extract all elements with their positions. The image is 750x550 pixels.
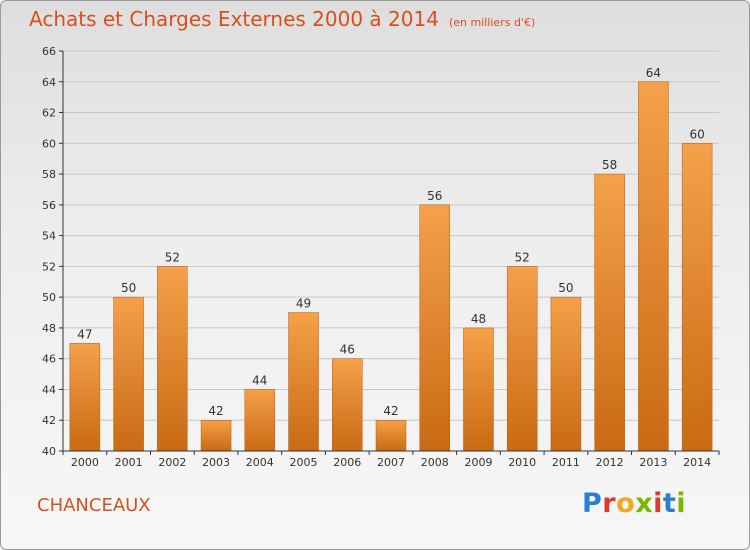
logo-letter: o — [616, 488, 636, 519]
x-tick-label: 2013 — [639, 456, 667, 469]
bar-value-label: 50 — [121, 281, 136, 295]
y-tick-label: 60 — [42, 137, 56, 150]
x-tick-label: 2005 — [290, 456, 318, 469]
bar — [157, 266, 188, 452]
y-tick-label: 44 — [42, 383, 56, 396]
bar-value-label: 49 — [296, 297, 311, 311]
place-name: CHANCEAUX — [37, 495, 151, 516]
x-tick-label: 2003 — [202, 456, 230, 469]
x-tick-label: 2002 — [158, 456, 186, 469]
bar-value-label: 60 — [689, 127, 704, 141]
y-tick-label: 48 — [42, 322, 56, 335]
chart-title-text: Achats et Charges Externes 2000 à 2014 — [29, 7, 439, 31]
bar-value-label: 48 — [471, 312, 486, 326]
x-tick-label: 2008 — [421, 456, 449, 469]
bar — [463, 327, 494, 452]
chart-subtitle: (en milliers d'€) — [448, 16, 536, 29]
bar — [375, 419, 407, 452]
x-tick-label: 2010 — [508, 456, 536, 469]
y-tick-label: 54 — [42, 230, 56, 243]
bar — [681, 143, 713, 452]
bar — [288, 312, 319, 452]
y-tick-label: 52 — [42, 260, 56, 273]
y-tick-label: 64 — [42, 76, 56, 89]
logo-letter: i — [676, 488, 687, 519]
x-tick-label: 2012 — [596, 456, 624, 469]
y-tick-label: 42 — [42, 414, 56, 427]
bar-value-label: 44 — [252, 373, 267, 387]
bar — [200, 419, 232, 452]
bar-value-label: 42 — [383, 404, 398, 418]
bar-value-label: 52 — [515, 250, 530, 264]
logo-letter: r — [602, 488, 617, 519]
bar-value-label: 56 — [427, 189, 442, 203]
bar — [594, 173, 625, 452]
bar — [69, 343, 101, 452]
bar-value-label: 46 — [340, 343, 355, 357]
x-tick-label: 2009 — [464, 456, 492, 469]
bar-value-label: 52 — [165, 250, 180, 264]
bar — [332, 358, 363, 452]
x-tick-label: 2004 — [246, 456, 274, 469]
logo-letter: i — [653, 488, 663, 519]
logo-letter: P — [582, 488, 603, 519]
y-tick-label: 40 — [42, 445, 56, 458]
x-tick-label: 2007 — [377, 456, 405, 469]
bars: 47 50 52 42 44 49 46 42 56 48 52 50 58 64 60 — [69, 66, 713, 452]
bar-value-label: 47 — [77, 327, 92, 341]
x-tick-label: 2011 — [552, 456, 580, 469]
bar-value-label: 64 — [646, 66, 661, 80]
chart-title: Achats et Charges Externes 2000 à 2014 (e… — [29, 7, 535, 31]
axes: 40 42 44 46 48 50 52 54 56 58 60 62 64 66 2000 2001 2002… — [42, 45, 720, 469]
y-tick-label: 66 — [42, 45, 56, 58]
x-tick-label: 2001 — [115, 456, 143, 469]
y-tick-label: 50 — [42, 291, 56, 304]
y-tick-label: 58 — [42, 168, 56, 181]
x-tick-label: 2014 — [683, 456, 711, 469]
y-tick-label: 62 — [42, 107, 56, 120]
proxiti-logo[interactable]: Proxiti — [582, 488, 686, 519]
bar — [113, 296, 144, 452]
bar — [550, 296, 582, 452]
x-tick-label: 2000 — [71, 456, 99, 469]
x-tick-label: 2006 — [333, 456, 361, 469]
bar — [419, 204, 450, 452]
bar — [244, 389, 276, 452]
y-tick-label: 56 — [42, 199, 56, 212]
bar-value-label: 42 — [208, 404, 223, 418]
y-tick-label: 46 — [42, 353, 56, 366]
logo-letter: t — [662, 488, 677, 519]
bar-value-label: 50 — [558, 281, 573, 295]
bar — [506, 266, 538, 452]
bar — [638, 81, 669, 452]
logo-letter: x — [635, 488, 654, 519]
bar-value-label: 58 — [602, 158, 617, 172]
